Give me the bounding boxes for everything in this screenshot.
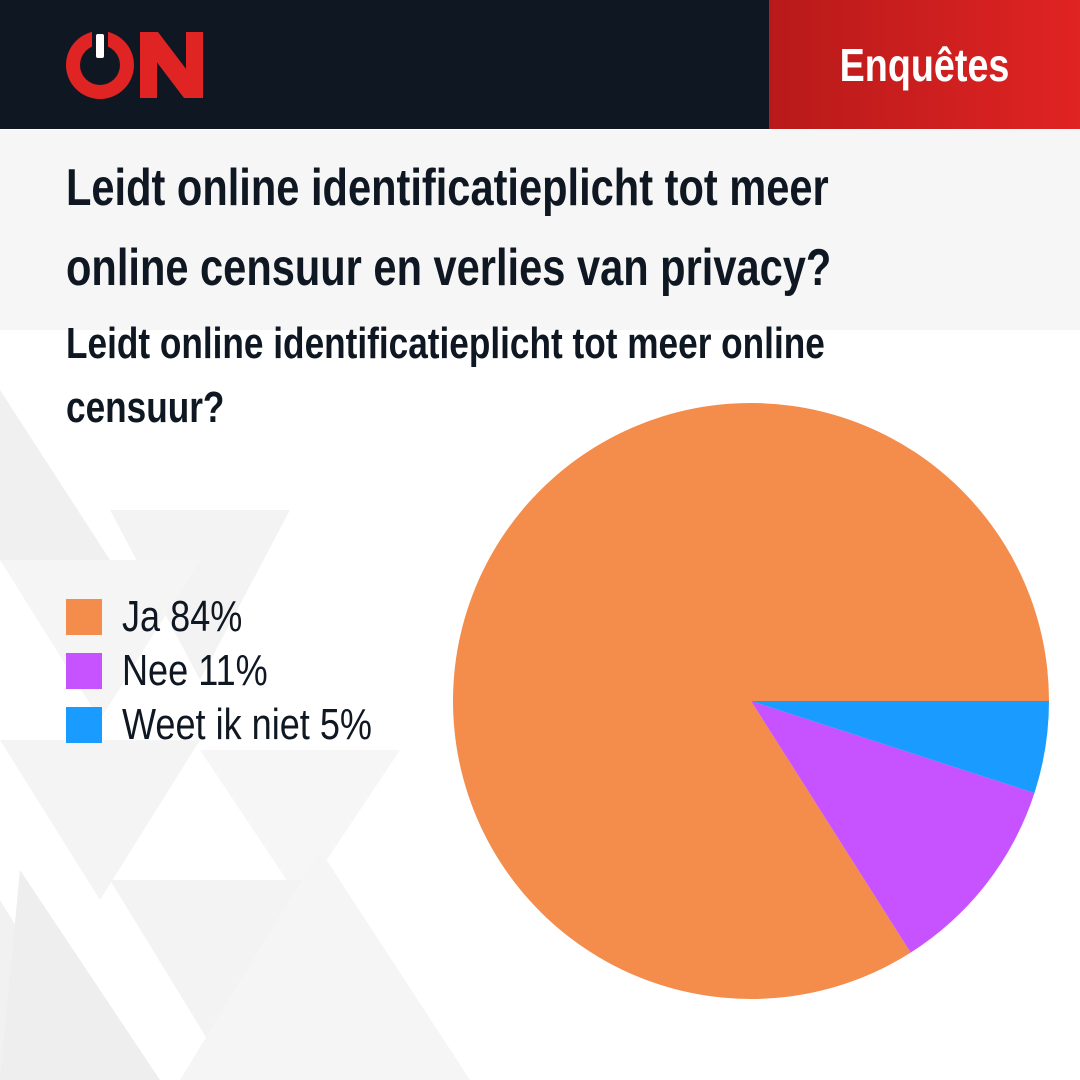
- legend-item-nee: Nee 11%: [66, 644, 427, 698]
- title-line-2: online censuur en verlies van privacy?: [66, 239, 832, 297]
- legend-label: Nee 11%: [122, 646, 268, 695]
- chart-legend: Ja 84% Nee 11% Weet ik niet 5%: [66, 590, 427, 752]
- subtitle-line-1: Leidt online identificatieplicht tot mee…: [66, 319, 825, 368]
- legend-swatch: [66, 707, 102, 743]
- legend-label: Weet ik niet 5%: [122, 700, 373, 749]
- title-line-1: Leidt online identificatieplicht tot mee…: [66, 159, 829, 217]
- pie-chart: [453, 403, 1050, 1000]
- legend-item-ja: Ja 84%: [66, 590, 427, 644]
- legend-label: Ja 84%: [122, 592, 243, 641]
- page-title: Leidt online identificatieplicht tot mee…: [66, 148, 831, 308]
- header-bar: Enquêtes: [0, 0, 1080, 129]
- chart-subtitle: Leidt online identificatieplicht tot mee…: [66, 312, 825, 440]
- pie-slice-2: [751, 701, 1049, 794]
- pie-slice-1: [751, 701, 1035, 953]
- legend-swatch: [66, 599, 102, 635]
- power-on-icon[interactable]: [62, 20, 232, 110]
- subtitle-line-2: censuur?: [66, 383, 225, 432]
- section-badge[interactable]: Enquêtes: [769, 0, 1080, 129]
- section-label: Enquêtes: [839, 38, 1010, 91]
- legend-swatch: [66, 653, 102, 689]
- legend-item-weet-ik-niet: Weet ik niet 5%: [66, 698, 427, 752]
